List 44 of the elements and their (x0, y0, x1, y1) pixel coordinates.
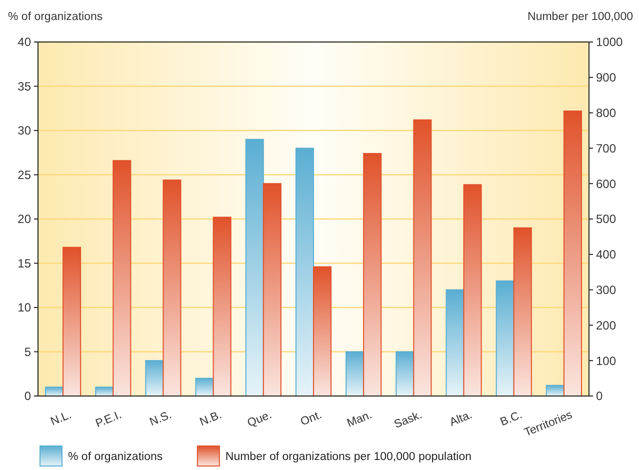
y2-tick-label: 1000 (596, 35, 624, 50)
x-tick-label: N.L. (49, 409, 74, 428)
y-tick-label: 0 (24, 389, 32, 404)
y2-tick-label: 100 (596, 354, 616, 368)
bar (396, 351, 414, 396)
y2-tick-label: 600 (596, 176, 616, 191)
bar (563, 110, 582, 396)
x-tick-label: Que. (246, 409, 274, 430)
y-tick-label: 10 (18, 300, 32, 315)
y2-tick-label: 300 (596, 283, 616, 297)
y2-tick-label: 200 (596, 318, 616, 332)
bar (212, 216, 232, 396)
bar (346, 351, 364, 396)
y-axis-title: % of organizations (8, 11, 103, 23)
legend-label: Number of organizations per 100,000 population (225, 451, 472, 464)
x-tick-label: N.S. (148, 409, 174, 429)
y2-axis-title: Number per 100,000 (528, 11, 633, 23)
y-tick-label: 30 (18, 124, 32, 138)
y-tick-label: 40 (18, 35, 32, 50)
y-tick-label: 5 (24, 344, 32, 359)
y-tick-label: 20 (18, 212, 32, 226)
y-tick-label: 15 (18, 256, 32, 270)
x-tick-label: B.C. (498, 409, 524, 429)
legend-label: % of organizations (68, 451, 163, 464)
x-tick-label: P.E.I. (94, 409, 124, 430)
bar (62, 246, 82, 396)
bar (112, 160, 132, 396)
x-tick-label: Alta. (448, 409, 474, 429)
x-tick-label: N.B. (198, 409, 224, 429)
bar (413, 119, 432, 396)
y2-tick-label: 700 (596, 141, 616, 156)
y2-tick-label: 800 (596, 106, 616, 120)
y-tick-label: 25 (18, 168, 32, 182)
bar (145, 360, 164, 396)
bar (162, 180, 182, 396)
bar (363, 153, 382, 396)
x-tick-label: Sask. (392, 409, 424, 432)
y2-tick-label: 400 (596, 248, 616, 262)
y2-tick-label: 500 (596, 212, 616, 226)
x-tick-label: Man. (346, 409, 374, 430)
y2-tick-label: 0 (596, 389, 603, 404)
x-tick-label: Ont. (298, 409, 324, 428)
y-tick-label: 35 (18, 79, 32, 94)
y2-tick-label: 900 (596, 70, 616, 85)
